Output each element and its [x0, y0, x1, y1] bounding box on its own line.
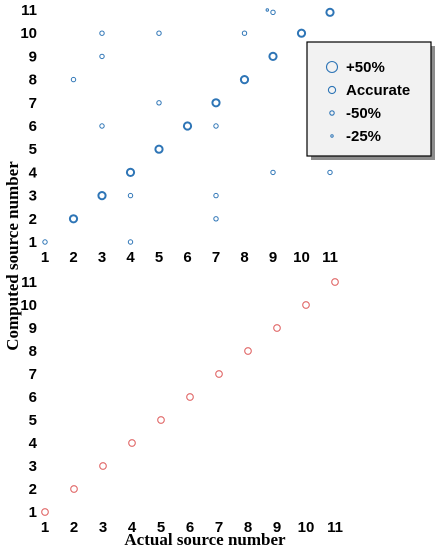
bottom-data-point [157, 416, 165, 424]
bottom-data-point [186, 393, 194, 401]
top-data-point [265, 8, 269, 12]
bottom-x-tick-label: 4 [128, 519, 137, 536]
legend-marker [330, 134, 334, 138]
top-x-tick-label: 1 [41, 249, 49, 266]
bottom-y-tick-label: 8 [29, 343, 37, 360]
y-axis-title: Computed source number [3, 161, 22, 351]
bottom-data-point [244, 347, 252, 355]
top-y-tick-label: 4 [29, 164, 38, 181]
bottom-y-tick-label: 3 [29, 458, 37, 475]
top-data-point [99, 53, 105, 60]
bottom-x-tick-label: 3 [99, 519, 107, 536]
bottom-data-point [99, 462, 107, 470]
bottom-data-point [273, 324, 281, 332]
top-data-point [270, 9, 276, 16]
top-x-tick-label: 7 [212, 249, 220, 266]
top-x-tick-label: 9 [269, 249, 277, 266]
bottom-x-tick-label: 10 [298, 519, 315, 536]
legend-box [306, 41, 432, 157]
bottom-x-tick-label: 8 [244, 519, 252, 536]
top-data-point [182, 121, 193, 131]
bottom-y-tick-label: 5 [29, 412, 37, 429]
bottom-y-tick-label: 4 [29, 435, 38, 452]
top-data-point [99, 123, 105, 129]
top-y-tick-label: 6 [29, 118, 37, 135]
top-data-point [213, 192, 219, 199]
bottom-y-tick-label: 7 [29, 366, 37, 383]
top-y-tick-label: 1 [29, 234, 37, 251]
top-data-point [156, 100, 162, 106]
legend-label: -25% [346, 128, 381, 145]
legend: +50% Accurate -50% -25% [306, 41, 435, 160]
legend-label: -50% [346, 105, 381, 122]
top-data-point [127, 192, 134, 199]
bottom-x-tick-label: 1 [41, 519, 49, 536]
legend-marker [325, 60, 339, 74]
top-data-point [125, 167, 136, 177]
top-x-tick-label: 6 [183, 249, 191, 266]
top-data-point [97, 191, 107, 201]
top-data-point [325, 7, 335, 17]
top-data-point [127, 239, 134, 245]
top-data-point [70, 76, 77, 83]
top-y-tick-label: 7 [29, 95, 37, 112]
bottom-x-tick-label: 5 [157, 519, 165, 536]
bottom-data-point [128, 439, 136, 447]
bottom-data-point [215, 370, 223, 378]
bottom-x-tick-label: 6 [186, 519, 194, 536]
bottom-y-tick-label: 1 [29, 504, 37, 521]
bottom-y-tick-label: 6 [29, 389, 37, 406]
legend-label: +50% [346, 59, 385, 76]
top-data-point [270, 169, 276, 176]
top-x-tick-label: 11 [322, 249, 338, 266]
top-data-point [68, 214, 79, 224]
top-data-point [211, 98, 221, 108]
top-data-point [213, 216, 219, 222]
top-data-point [213, 123, 219, 129]
top-x-tick-label: 8 [240, 249, 248, 266]
top-data-point [239, 75, 250, 85]
bottom-data-point [331, 278, 339, 286]
bottom-x-tick-label: 11 [327, 519, 343, 536]
bottom-data-point [302, 301, 310, 309]
bottom-y-tick-label: 11 [21, 274, 37, 291]
top-x-tick-label: 4 [126, 249, 135, 266]
bottom-x-tick-label: 9 [273, 519, 281, 536]
top-x-tick-label: 2 [69, 249, 77, 266]
legend-label: Accurate [346, 82, 410, 99]
top-y-tick-label: 11 [21, 2, 37, 19]
top-y-tick-label: 2 [29, 211, 37, 228]
top-y-tick-label: 5 [29, 141, 37, 158]
bottom-data-point [41, 508, 49, 516]
top-y-tick-label: 9 [29, 48, 37, 65]
top-data-point [99, 30, 105, 36]
legend-marker [327, 85, 337, 95]
bottom-y-tick-label: 10 [20, 297, 37, 314]
bottom-y-tick-label: 2 [29, 481, 37, 498]
top-data-point [154, 144, 164, 154]
top-data-point [156, 30, 162, 36]
top-x-tick-label: 5 [155, 249, 163, 266]
x-axis-title: Actual source number [124, 530, 286, 549]
bottom-x-tick-label: 2 [70, 519, 78, 536]
bottom-data-point [70, 485, 78, 493]
top-x-tick-label: 3 [98, 249, 106, 266]
top-y-tick-label: 8 [29, 72, 37, 89]
top-y-tick-label: 3 [29, 188, 37, 205]
top-data-point [327, 169, 333, 176]
bottom-y-tick-label: 9 [29, 320, 37, 337]
legend-marker [329, 110, 335, 116]
bottom-x-tick-label: 7 [215, 519, 223, 536]
top-data-point [296, 28, 307, 38]
top-data-point [42, 239, 48, 245]
top-data-point [241, 30, 248, 36]
top-data-point [268, 51, 278, 62]
top-y-tick-label: 10 [20, 25, 37, 42]
top-x-tick-label: 10 [293, 249, 310, 266]
